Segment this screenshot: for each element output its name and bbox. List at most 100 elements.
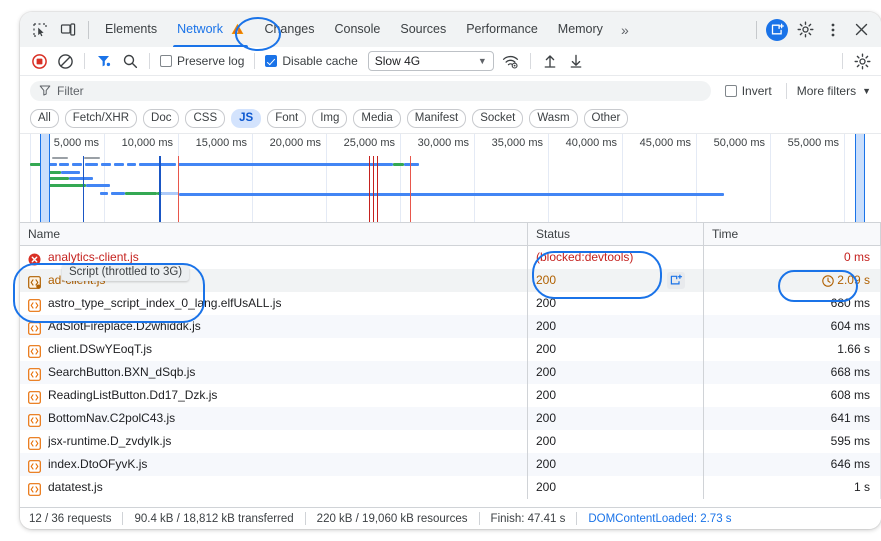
tab-console[interactable]: Console xyxy=(324,12,390,47)
toolbar-divider-3 xyxy=(254,53,256,69)
row-time-value: 608 ms xyxy=(830,388,870,402)
devtools-window: Elements Network Changes Console Sources… xyxy=(20,12,881,529)
overview-bar xyxy=(42,171,61,174)
chip-socket[interactable]: Socket xyxy=(472,109,524,128)
overview-marker-red xyxy=(178,156,179,222)
script-icon xyxy=(28,458,41,473)
search-button[interactable] xyxy=(117,49,143,73)
overview-tick: 35,000 ms xyxy=(491,137,543,149)
row-time-cell: 641 ms xyxy=(704,407,881,430)
more-tabs-chevron-icon[interactable]: » xyxy=(613,22,637,38)
settings-gear-icon[interactable] xyxy=(791,16,819,44)
network-status-bar: 12 / 36 requests 90.4 kB / 18,812 kB tra… xyxy=(20,507,881,529)
overview-bar xyxy=(393,163,404,166)
row-time-wrap: 2.09 s xyxy=(822,269,870,292)
ai-assistance-badge xyxy=(766,18,788,41)
network-settings-gear-icon[interactable] xyxy=(849,49,875,73)
table-row[interactable]: SearchButton.BXN_dSqb.js 200 668 ms xyxy=(20,361,881,384)
disable-cache-checkbox[interactable]: Disable cache xyxy=(261,54,361,68)
chevron-down-icon: ▼ xyxy=(477,56,487,66)
chip-media[interactable]: Media xyxy=(353,109,401,128)
invert-checkbox[interactable]: Invert xyxy=(721,84,776,98)
script-icon xyxy=(28,343,41,358)
table-row[interactable]: client.DSwYEoqT.js 200 1.66 s xyxy=(20,338,881,361)
throttling-dropdown[interactable]: Slow 4G ▼ xyxy=(367,51,494,71)
chip-img[interactable]: Img xyxy=(312,109,348,128)
overview-bar xyxy=(125,192,157,195)
row-filename: ReadingListButton.Dd17_Dzk.js xyxy=(48,388,218,402)
chip-fetch-xhr[interactable]: Fetch/XHR xyxy=(64,109,138,128)
overview-gridline xyxy=(844,134,845,222)
chip-doc[interactable]: Doc xyxy=(143,109,180,128)
open-in-new-tab-icon[interactable] xyxy=(667,272,685,289)
table-row[interactable]: jsx-runtime.D_zvdyIk.js 200 595 ms xyxy=(20,430,881,453)
column-header-time[interactable]: Time xyxy=(704,223,881,245)
table-row[interactable]: ad-client.js 200 2.09 s xyxy=(20,269,881,292)
tab-changes[interactable]: Changes xyxy=(254,12,324,47)
table-row[interactable]: analytics-client.js (blocked:devtools) 0… xyxy=(20,246,881,269)
record-button[interactable] xyxy=(26,49,52,73)
tab-performance[interactable]: Performance xyxy=(456,12,548,47)
close-icon[interactable] xyxy=(847,16,875,44)
row-status-cell: 200 xyxy=(528,361,704,384)
table-row[interactable]: datatest.js 200 1 s xyxy=(20,476,881,499)
network-overview-timeline[interactable]: 5,000 ms 10,000 ms 15,000 ms 20,000 ms 2… xyxy=(20,134,881,223)
script-icon xyxy=(28,320,41,335)
row-time-value: 595 ms xyxy=(830,434,870,448)
overview-selection-handle-left[interactable] xyxy=(40,134,50,222)
chip-css[interactable]: CSS xyxy=(185,109,226,128)
filter-button[interactable] xyxy=(91,49,117,73)
table-row[interactable]: astro_type_script_index_0_lang.elfUsALL.… xyxy=(20,292,881,315)
chip-all[interactable]: All xyxy=(30,109,59,128)
row-status-cell: 200 xyxy=(528,315,704,338)
device-toolbar-icon[interactable] xyxy=(54,16,82,44)
overview-tick: 40,000 ms xyxy=(565,137,617,149)
ai-assistance-icon[interactable] xyxy=(763,16,791,44)
more-options-icon[interactable] xyxy=(819,16,847,44)
overview-selection-handle-right[interactable] xyxy=(855,134,865,222)
chip-font[interactable]: Font xyxy=(267,109,307,128)
row-name-cell: astro_type_script_index_0_lang.elfUsALL.… xyxy=(20,292,528,315)
row-time-cell: 604 ms xyxy=(704,315,881,338)
table-row[interactable]: ReadingListButton.Dd17_Dzk.js 200 608 ms xyxy=(20,384,881,407)
clock-icon xyxy=(822,274,835,287)
status-divider xyxy=(304,512,306,525)
tab-elements[interactable]: Elements xyxy=(95,12,167,47)
overview-bar xyxy=(59,163,69,166)
tab-sources[interactable]: Sources xyxy=(390,12,456,47)
preserve-log-checkbox[interactable]: Preserve log xyxy=(156,54,248,68)
chip-wasm[interactable]: Wasm xyxy=(529,109,578,128)
overview-gridline xyxy=(622,134,623,222)
table-row[interactable]: BottomNav.C2polC43.js 200 641 ms xyxy=(20,407,881,430)
status-domcontentloaded[interactable]: DOMContentLoaded: 2.73 s xyxy=(588,512,732,525)
overview-tick: 45,000 ms xyxy=(639,137,691,149)
more-filters-label: More filters xyxy=(796,84,857,98)
inspect-element-icon[interactable] xyxy=(26,16,54,44)
tab-label: Performance xyxy=(466,22,538,36)
chevron-down-icon: ▼ xyxy=(862,86,871,96)
tab-memory[interactable]: Memory xyxy=(548,12,613,47)
toolbar-divider-4 xyxy=(529,53,531,69)
chip-js[interactable]: JS xyxy=(231,109,262,128)
export-har-icon[interactable] xyxy=(563,49,589,73)
network-conditions-icon[interactable] xyxy=(498,49,524,73)
row-status-cell: 200 xyxy=(528,453,704,476)
table-row[interactable]: index.DtoOFyvK.js 200 646 ms xyxy=(20,453,881,476)
status-transferred: 90.4 kB / 18,812 kB transferred xyxy=(134,512,294,525)
table-row[interactable]: AdSlotFireplace.D2whiddk.js 200 604 ms xyxy=(20,315,881,338)
clear-button[interactable] xyxy=(52,49,78,73)
column-header-status[interactable]: Status xyxy=(528,223,704,245)
import-har-icon[interactable] xyxy=(537,49,563,73)
more-filters-dropdown[interactable]: More filters ▼ xyxy=(797,84,871,98)
chip-other[interactable]: Other xyxy=(583,109,629,128)
tab-label: Memory xyxy=(557,22,603,36)
row-status-cell: 200 xyxy=(528,384,704,407)
chip-manifest[interactable]: Manifest xyxy=(406,109,467,128)
overview-marker-blue xyxy=(83,156,84,222)
column-header-name[interactable]: Name xyxy=(20,223,528,245)
row-name-cell: BottomNav.C2polC43.js xyxy=(20,407,528,430)
search-input[interactable]: Filter xyxy=(30,81,711,101)
overview-gridline xyxy=(30,134,31,222)
tab-network[interactable]: Network xyxy=(167,12,254,47)
